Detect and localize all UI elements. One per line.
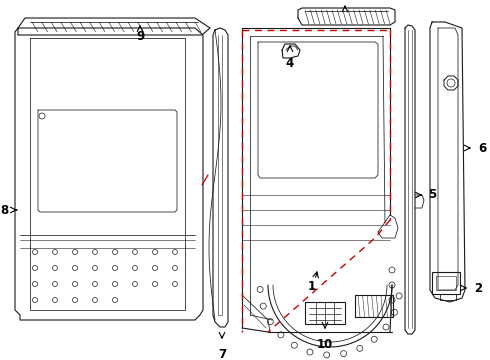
- Text: 8: 8: [0, 203, 8, 216]
- Bar: [305, 302, 345, 324]
- Text: 7: 7: [218, 348, 226, 360]
- Text: 4: 4: [286, 57, 294, 70]
- Text: 6: 6: [478, 141, 486, 154]
- Text: 2: 2: [474, 282, 482, 294]
- Bar: [355, 295, 393, 317]
- Bar: [432, 272, 460, 294]
- Text: 10: 10: [317, 338, 333, 351]
- Text: 9: 9: [136, 31, 144, 44]
- Text: 5: 5: [428, 189, 436, 202]
- Text: 3: 3: [341, 0, 349, 3]
- Text: 1: 1: [308, 279, 316, 292]
